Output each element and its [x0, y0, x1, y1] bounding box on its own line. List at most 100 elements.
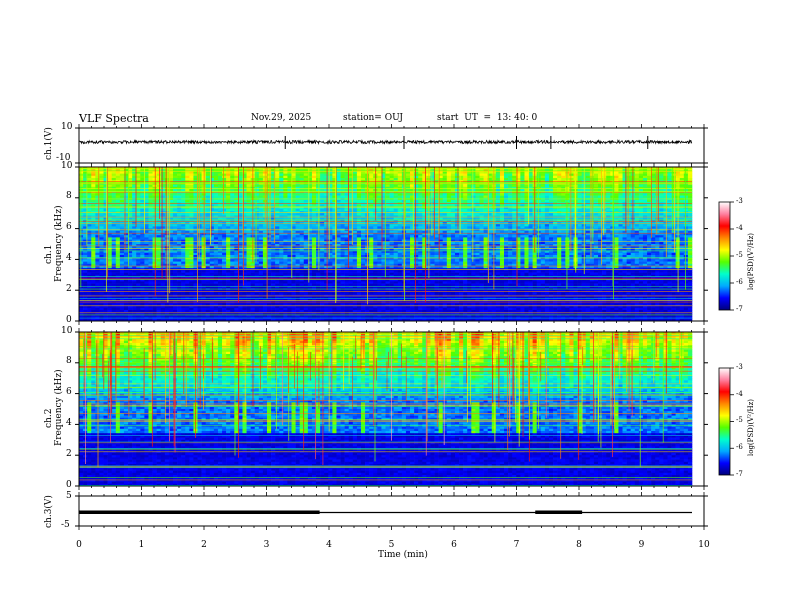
ch1-spec-cell — [524, 189, 529, 192]
ch1-spec-cell — [299, 171, 305, 174]
ch1-spec-cell — [303, 200, 309, 203]
ch1-spec-cell — [324, 195, 329, 199]
ch1-spec-cell — [389, 193, 394, 196]
ch1-spec-cell — [369, 171, 374, 174]
ch1-spec-cell — [103, 184, 108, 188]
ch1-spec-cell — [393, 169, 399, 172]
ch1-spec-cell — [360, 222, 366, 225]
ch1-spec-cell — [651, 226, 656, 229]
ch1-spec-cell — [642, 235, 648, 238]
ch1-spec-cell — [287, 175, 292, 179]
ch1-spec-cell — [577, 195, 582, 199]
ch1-spec-cell — [687, 235, 693, 238]
ch1-spec-cell — [279, 173, 284, 177]
ch1-spec-cell — [283, 235, 288, 238]
ch1-spec-cell — [197, 169, 202, 172]
ch1-spec-cell — [266, 226, 272, 229]
ch1-spec-cell — [87, 173, 92, 177]
ch1-spec-cell — [393, 226, 399, 229]
ch1-spec-cell — [279, 195, 284, 199]
ch1-spec-cell — [663, 235, 668, 238]
ch1-spec-cell — [246, 204, 251, 207]
ch1-spec-cell — [548, 193, 554, 196]
ch1-spec-cell — [307, 200, 313, 203]
ch1-spec-cell — [119, 178, 125, 181]
ch1-spec-cell — [528, 206, 533, 210]
ch1-spec-cell — [193, 213, 198, 216]
ch1-spec-cell — [258, 195, 264, 199]
ch1-spec-cell — [593, 178, 599, 181]
ch1-spec-cell — [565, 186, 570, 190]
ch1-spec-cell — [283, 204, 288, 207]
ch1-spec-cell — [377, 235, 382, 238]
ch1-spec-cell — [242, 193, 247, 196]
ch1-spec-cell — [377, 184, 382, 188]
ch1-spec-cell — [557, 215, 562, 218]
ch1-spec-cell — [307, 195, 313, 199]
ch1-spec-cell — [679, 208, 685, 212]
ch1-spec-cell — [679, 189, 685, 192]
ch1-spec-cell — [471, 215, 476, 218]
ch1-spec-cell — [311, 193, 317, 196]
ch1-spec-cell — [687, 226, 693, 229]
ch1-spec-cell — [569, 222, 574, 225]
ch1-spec-cell — [324, 215, 329, 218]
ch1-spec-cell — [687, 204, 693, 207]
ch1-spec-cell — [626, 235, 631, 238]
ch1-spec-cell — [598, 200, 603, 203]
ch1-spec-cell — [132, 235, 137, 238]
ch1-spec-cell — [123, 206, 129, 210]
ch1-spec-cell — [291, 184, 296, 188]
ch1-spec-cell — [164, 178, 170, 181]
ch1-spec-cell — [279, 224, 284, 227]
ch1-spec-cell — [230, 235, 235, 238]
ch1-spec-cell — [483, 217, 488, 221]
ch1-spec-cell — [307, 193, 313, 196]
ch1-spec-cell — [442, 208, 448, 212]
ch1-spec-cell — [205, 222, 211, 225]
ch1-spec-cell — [226, 186, 231, 190]
ch1-spec-cell — [446, 171, 452, 174]
ch1-spec-cell — [205, 204, 211, 207]
ch1-spec-cell — [119, 184, 125, 188]
ch1-spec-cell — [132, 226, 137, 229]
ch1-spec-cell — [172, 215, 178, 218]
ch1-spec-cell — [610, 178, 615, 181]
ch1-spec-cell — [671, 215, 676, 218]
ch1-spec-cell — [213, 208, 219, 212]
ch1-spec-cell — [258, 186, 264, 190]
ch1-spec-cell — [360, 235, 366, 238]
ch1-spec-cell — [336, 224, 341, 227]
ch1-spec-cell — [475, 169, 480, 172]
ch1-spec-cell — [671, 184, 676, 188]
ch1-spec-cell — [168, 186, 174, 190]
ch1-spec-cell — [111, 215, 117, 218]
ch1-spec-cell — [487, 222, 493, 225]
ch1-spec-cell — [91, 226, 96, 229]
ch1-spec-cell — [299, 178, 305, 181]
ch1-spec-cell — [336, 184, 341, 188]
ch1-spec-cell — [279, 213, 284, 216]
ch1-spec-cell — [230, 184, 235, 188]
ch1-spec-cell — [152, 178, 157, 181]
ch1-spec-cell — [642, 173, 648, 177]
ch1-spec-cell — [193, 169, 198, 172]
ch1-spec-cell — [622, 204, 627, 207]
ch1-spec-cell — [606, 193, 611, 196]
ch1-spec-cell — [140, 171, 145, 174]
ch1-spec-cell — [279, 171, 284, 174]
ch1-spec-cell — [156, 186, 162, 190]
ch1-spec-cell — [442, 175, 448, 179]
ch1-spec-cell — [536, 222, 542, 225]
ch1-spec-cell — [168, 208, 174, 212]
ch1-spec-cell — [520, 222, 525, 225]
ch1-spec-cell — [598, 193, 603, 196]
ch1-spec-cell — [136, 178, 141, 181]
ch1-spec-cell — [602, 200, 607, 203]
ch1-spec-cell — [164, 217, 170, 221]
ch1-spec-cell — [197, 226, 202, 229]
ch1-spec-cell — [520, 171, 525, 174]
ch1-spec-cell — [410, 215, 415, 218]
ch1-spec-cell — [275, 213, 280, 216]
ch1-spec-cell — [687, 193, 693, 196]
